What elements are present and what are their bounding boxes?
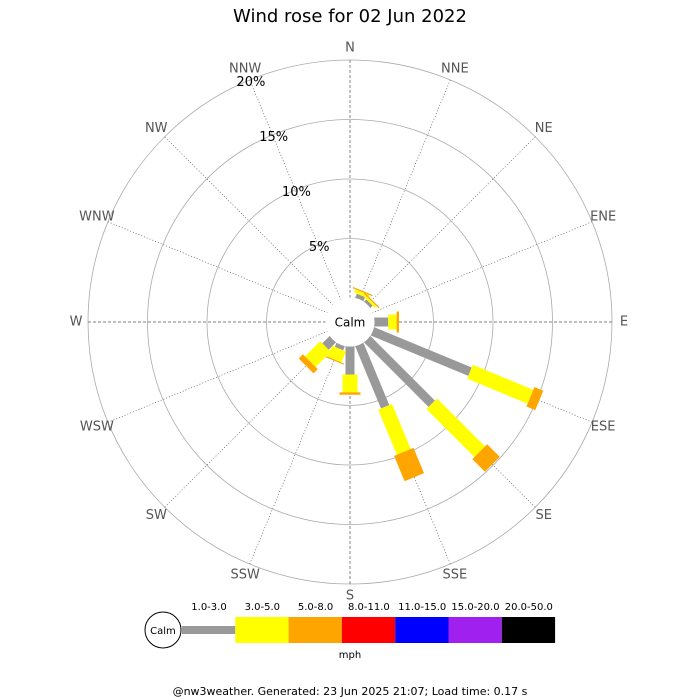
legend-swatch	[448, 617, 502, 643]
calm-circle	[325, 297, 375, 347]
legend-label: 15.0-20.0	[451, 602, 499, 613]
bar-segment	[426, 398, 486, 458]
foreground: 5% 10% 15% 20% Calm 1.0-3.0 3.0-5.0 5.0-8.0 8.0-…	[144, 75, 556, 649]
legend-swatch	[341, 617, 396, 643]
ring-label: 5%	[309, 240, 330, 255]
legend-swatch	[501, 617, 556, 643]
chart-title: Wind rose for 02 Jun 2022	[233, 6, 467, 27]
grid-ring	[206, 178, 494, 466]
spoke	[372, 221, 593, 314]
bar-segment	[355, 293, 366, 302]
ring-label: 15%	[259, 130, 288, 145]
direction-label: NNW	[229, 61, 261, 76]
legend-label: 11.0-15.0	[398, 602, 446, 613]
direction-label: N	[345, 41, 355, 56]
bar-segment	[327, 345, 346, 363]
bar-segment	[334, 342, 345, 351]
spoke	[164, 136, 334, 306]
legend-label: 8.0-11.0	[348, 602, 390, 613]
legend-label: 20.0-50.0	[505, 602, 553, 613]
spoke	[366, 136, 536, 306]
bar-segment	[364, 295, 377, 308]
spoke	[107, 330, 328, 423]
footer: @nw3weather. Generated: 23 Jun 2025 21:0…	[173, 685, 528, 698]
spoke	[358, 79, 451, 300]
legend-swatch	[182, 626, 236, 634]
bar-segment	[472, 444, 500, 472]
unit-label: mph	[339, 650, 361, 661]
legend-label: 5.0-8.0	[298, 602, 333, 613]
direction-label: W	[70, 315, 83, 330]
direction-label: S	[346, 589, 354, 604]
direction-label: E	[620, 315, 628, 330]
ring-label: 10%	[282, 185, 311, 200]
spoke	[249, 344, 342, 565]
bar-segment	[322, 335, 337, 350]
direction-label: ENE	[590, 210, 616, 225]
direction-label: ESE	[591, 419, 616, 434]
bar-segment	[305, 341, 331, 367]
direction-label: SW	[146, 508, 167, 523]
spoke	[107, 221, 328, 314]
direction-label: NNE	[441, 61, 469, 76]
direction-label: SSW	[230, 568, 260, 583]
legend-calm-label: Calm	[150, 626, 176, 637]
grid-ring	[147, 119, 553, 525]
bar-segment	[355, 342, 390, 409]
direction-label: NE	[535, 121, 553, 136]
bar-segment	[298, 354, 318, 374]
legend-label: 1.0-3.0	[191, 602, 226, 613]
direction-label: NW	[145, 121, 168, 136]
bar-segment	[370, 327, 472, 376]
bar-segment	[467, 364, 534, 404]
legend-swatch	[235, 617, 289, 643]
bars	[298, 287, 544, 482]
direction-label: SSE	[442, 568, 467, 583]
ring-label: 20%	[236, 75, 265, 90]
grid: N NNE NE ENE E ESE SE SSE S SSW SW WSW W WNW NW NNW	[70, 41, 629, 604]
bar-segment	[526, 387, 544, 411]
legend-swatch	[288, 617, 342, 643]
legend-swatch	[395, 617, 449, 643]
spoke	[249, 79, 342, 300]
legend-label: 3.0-5.0	[245, 602, 280, 613]
grid-ring	[266, 238, 434, 406]
direction-label: WSW	[80, 419, 114, 434]
bar-segment	[378, 403, 411, 455]
bar-segment	[363, 299, 373, 309]
bar-segment	[354, 289, 370, 299]
bar-segment	[363, 292, 380, 309]
bar-segment	[363, 335, 435, 407]
direction-label: WNW	[79, 210, 115, 225]
bar-segment	[394, 447, 424, 482]
direction-label: SE	[536, 508, 552, 523]
legend-calm-circle	[144, 611, 182, 649]
calm-label: Calm	[335, 316, 366, 330]
spoke	[164, 338, 334, 508]
